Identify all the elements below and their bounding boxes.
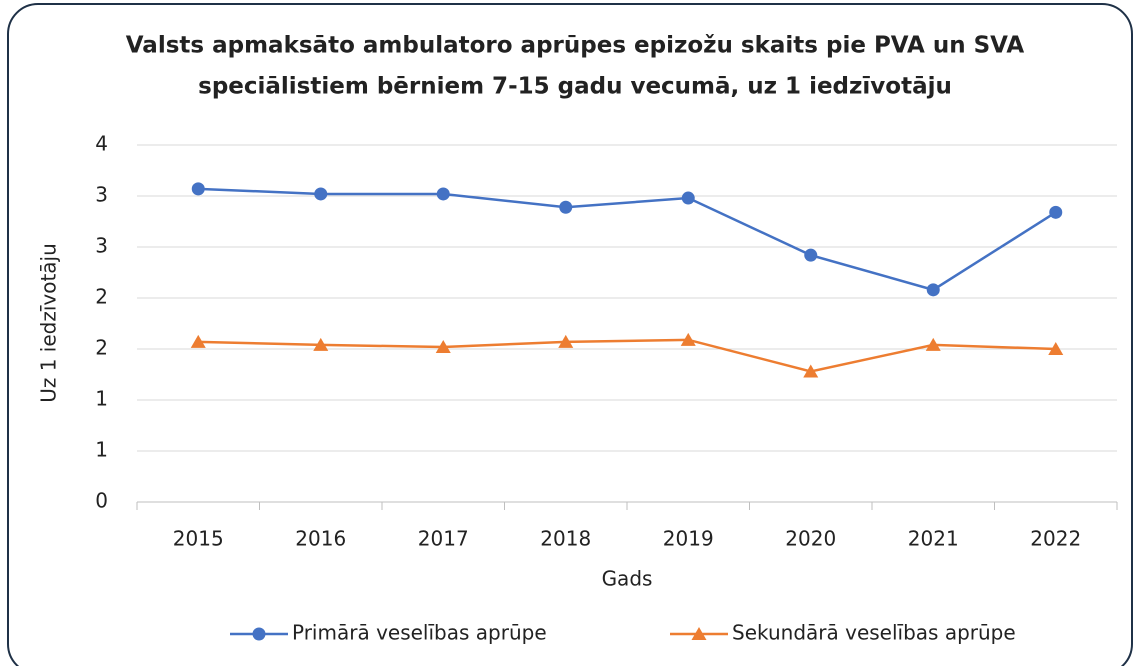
legend-marker bbox=[691, 627, 707, 640]
y-tick-label: 1 bbox=[95, 438, 108, 462]
x-tick-label: 2019 bbox=[663, 527, 714, 551]
y-tick-label: 1 bbox=[95, 387, 108, 411]
point bbox=[559, 200, 573, 214]
y-tick-label: 4 bbox=[95, 132, 108, 156]
y-tick-label: 0 bbox=[95, 489, 108, 513]
point bbox=[436, 187, 450, 201]
point bbox=[190, 334, 206, 348]
legend-label: Primārā veselības aprūpe bbox=[292, 621, 547, 645]
x-tick-label: 2022 bbox=[1030, 527, 1081, 551]
point bbox=[926, 283, 940, 297]
x-tick-label: 2021 bbox=[908, 527, 959, 551]
legend-marker bbox=[252, 627, 266, 641]
point bbox=[925, 337, 941, 351]
x-tick-label: 2017 bbox=[418, 527, 469, 551]
x-axis-title: Gads bbox=[602, 567, 653, 591]
line bbox=[198, 338, 1056, 373]
x-tick-label: 2020 bbox=[785, 527, 836, 551]
y-tick-label: 2 bbox=[95, 336, 108, 360]
point bbox=[680, 332, 696, 346]
x-tick-label: 2018 bbox=[540, 527, 591, 551]
point bbox=[1049, 205, 1063, 219]
y-tick-label: 2 bbox=[95, 285, 108, 309]
point bbox=[803, 364, 819, 378]
chart-border bbox=[7, 3, 1133, 666]
y-tick-label: 3 bbox=[95, 234, 108, 258]
point bbox=[804, 248, 818, 262]
line bbox=[198, 187, 1057, 292]
point bbox=[314, 187, 328, 201]
point bbox=[435, 339, 451, 353]
point bbox=[313, 337, 329, 351]
y-axis-title: Uz 1 iedzīvotāju bbox=[37, 243, 61, 403]
chart-title: Valsts apmaksāto ambulatoro aprūpes epiz… bbox=[126, 33, 1025, 59]
point bbox=[191, 182, 205, 196]
legend-label: Sekundārā veselības aprūpe bbox=[732, 621, 1016, 645]
x-tick-label: 2015 bbox=[173, 527, 224, 551]
chart-title: speciālistiem bērniem 7-15 gadu vecumā, … bbox=[198, 74, 952, 100]
point bbox=[681, 191, 695, 205]
point bbox=[558, 334, 574, 348]
x-tick-label: 2016 bbox=[295, 527, 346, 551]
y-tick-label: 3 bbox=[95, 183, 108, 207]
point bbox=[1048, 342, 1064, 355]
